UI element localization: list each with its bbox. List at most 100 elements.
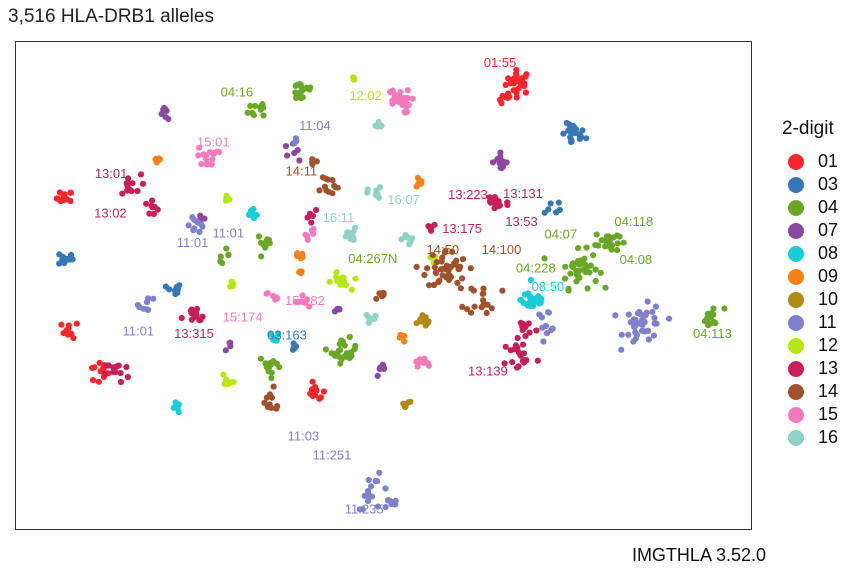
point-13: [146, 210, 153, 217]
point-09: [152, 156, 159, 163]
point-04: [711, 318, 718, 326]
point-11: [645, 336, 653, 343]
annotation-label: 14:100: [482, 242, 522, 257]
point-13: [519, 327, 526, 334]
point-03: [166, 286, 173, 293]
point-14: [433, 259, 440, 266]
point-04: [293, 95, 300, 102]
legend-dot: [788, 314, 804, 331]
point-03: [56, 251, 63, 258]
point-14: [457, 285, 464, 292]
point-12: [333, 269, 340, 276]
point-15: [196, 144, 203, 151]
legend-label: 12: [818, 335, 839, 355]
point-08: [170, 404, 177, 411]
point-13: [178, 314, 185, 322]
annotation-label: 04:113: [693, 326, 732, 341]
legend-dot: [788, 383, 804, 400]
point-16: [351, 224, 359, 231]
point-15: [409, 95, 416, 102]
point-13: [113, 363, 121, 370]
point-04: [590, 252, 597, 259]
point-14: [376, 290, 383, 297]
point-13: [139, 180, 147, 187]
point-13: [520, 357, 527, 364]
point-14: [480, 285, 487, 292]
legend-label: 14: [818, 381, 839, 401]
annotation-label: 04:16: [221, 85, 254, 100]
point-04: [298, 95, 305, 102]
point-04: [336, 340, 343, 348]
legend-label: 15: [818, 404, 839, 424]
legend-title: 2-digit: [782, 118, 834, 139]
point-01: [95, 378, 102, 385]
point-11: [543, 330, 551, 337]
point-11: [666, 315, 673, 322]
point-15: [200, 151, 207, 158]
point-01: [312, 391, 319, 399]
point-04: [223, 245, 230, 252]
legend: 2-digit 01 03 04 07 08 09 10 11 12 13 14 15 16: [782, 118, 838, 449]
point-14: [454, 279, 461, 286]
point-11: [136, 304, 143, 311]
point-07: [498, 165, 505, 172]
point-01: [60, 192, 67, 199]
point-07: [374, 372, 381, 379]
point-13: [522, 333, 529, 340]
point-11: [376, 469, 383, 476]
point-13: [123, 364, 130, 371]
point-13: [504, 199, 511, 206]
point-11: [650, 332, 658, 339]
point-04: [575, 245, 582, 252]
legend-label: 01: [818, 151, 839, 171]
point-03: [291, 344, 298, 351]
legend-label: 07: [818, 220, 839, 240]
point-15: [404, 87, 411, 94]
legend-item-09: 09: [782, 265, 838, 288]
point-14: [431, 264, 438, 271]
point-13: [313, 206, 320, 214]
annotation-label: 12:02: [349, 88, 382, 103]
point-04: [257, 355, 264, 362]
legend-items: 01 03 04 07 08 09 10 11 12 13 14 15 16: [782, 150, 838, 449]
point-04: [306, 86, 313, 93]
point-13: [520, 350, 528, 357]
point-14: [432, 270, 440, 277]
point-11: [545, 309, 553, 316]
point-11: [197, 220, 205, 228]
point-13: [112, 369, 119, 376]
point-14: [273, 405, 280, 412]
point-11: [645, 327, 652, 334]
point-11: [618, 346, 625, 353]
legend-item-01: 01: [782, 150, 838, 173]
point-01: [54, 195, 62, 202]
point-01: [522, 89, 529, 96]
point-11: [291, 140, 298, 147]
point-04: [573, 267, 580, 274]
point-13: [509, 359, 516, 366]
point-04: [352, 342, 359, 349]
point-13: [187, 307, 194, 314]
point-04: [322, 346, 330, 353]
point-13: [129, 180, 136, 187]
point-08: [247, 207, 255, 214]
legend-item-03: 03: [782, 173, 838, 196]
legend-dot: [788, 245, 804, 262]
point-03: [553, 209, 560, 216]
point-13: [487, 198, 494, 205]
point-16: [342, 233, 349, 240]
point-11: [649, 308, 656, 315]
point-13: [533, 327, 540, 334]
point-15: [404, 108, 411, 116]
point-14: [455, 265, 462, 273]
legend-label: 11: [818, 312, 837, 332]
point-01: [502, 81, 509, 89]
point-07: [296, 157, 303, 164]
point-14: [437, 266, 444, 273]
point-11: [625, 311, 632, 318]
point-15: [299, 292, 306, 299]
legend-item-12: 12: [782, 334, 838, 357]
point-15: [195, 152, 202, 159]
point-01: [513, 66, 520, 73]
point-13: [148, 202, 155, 209]
